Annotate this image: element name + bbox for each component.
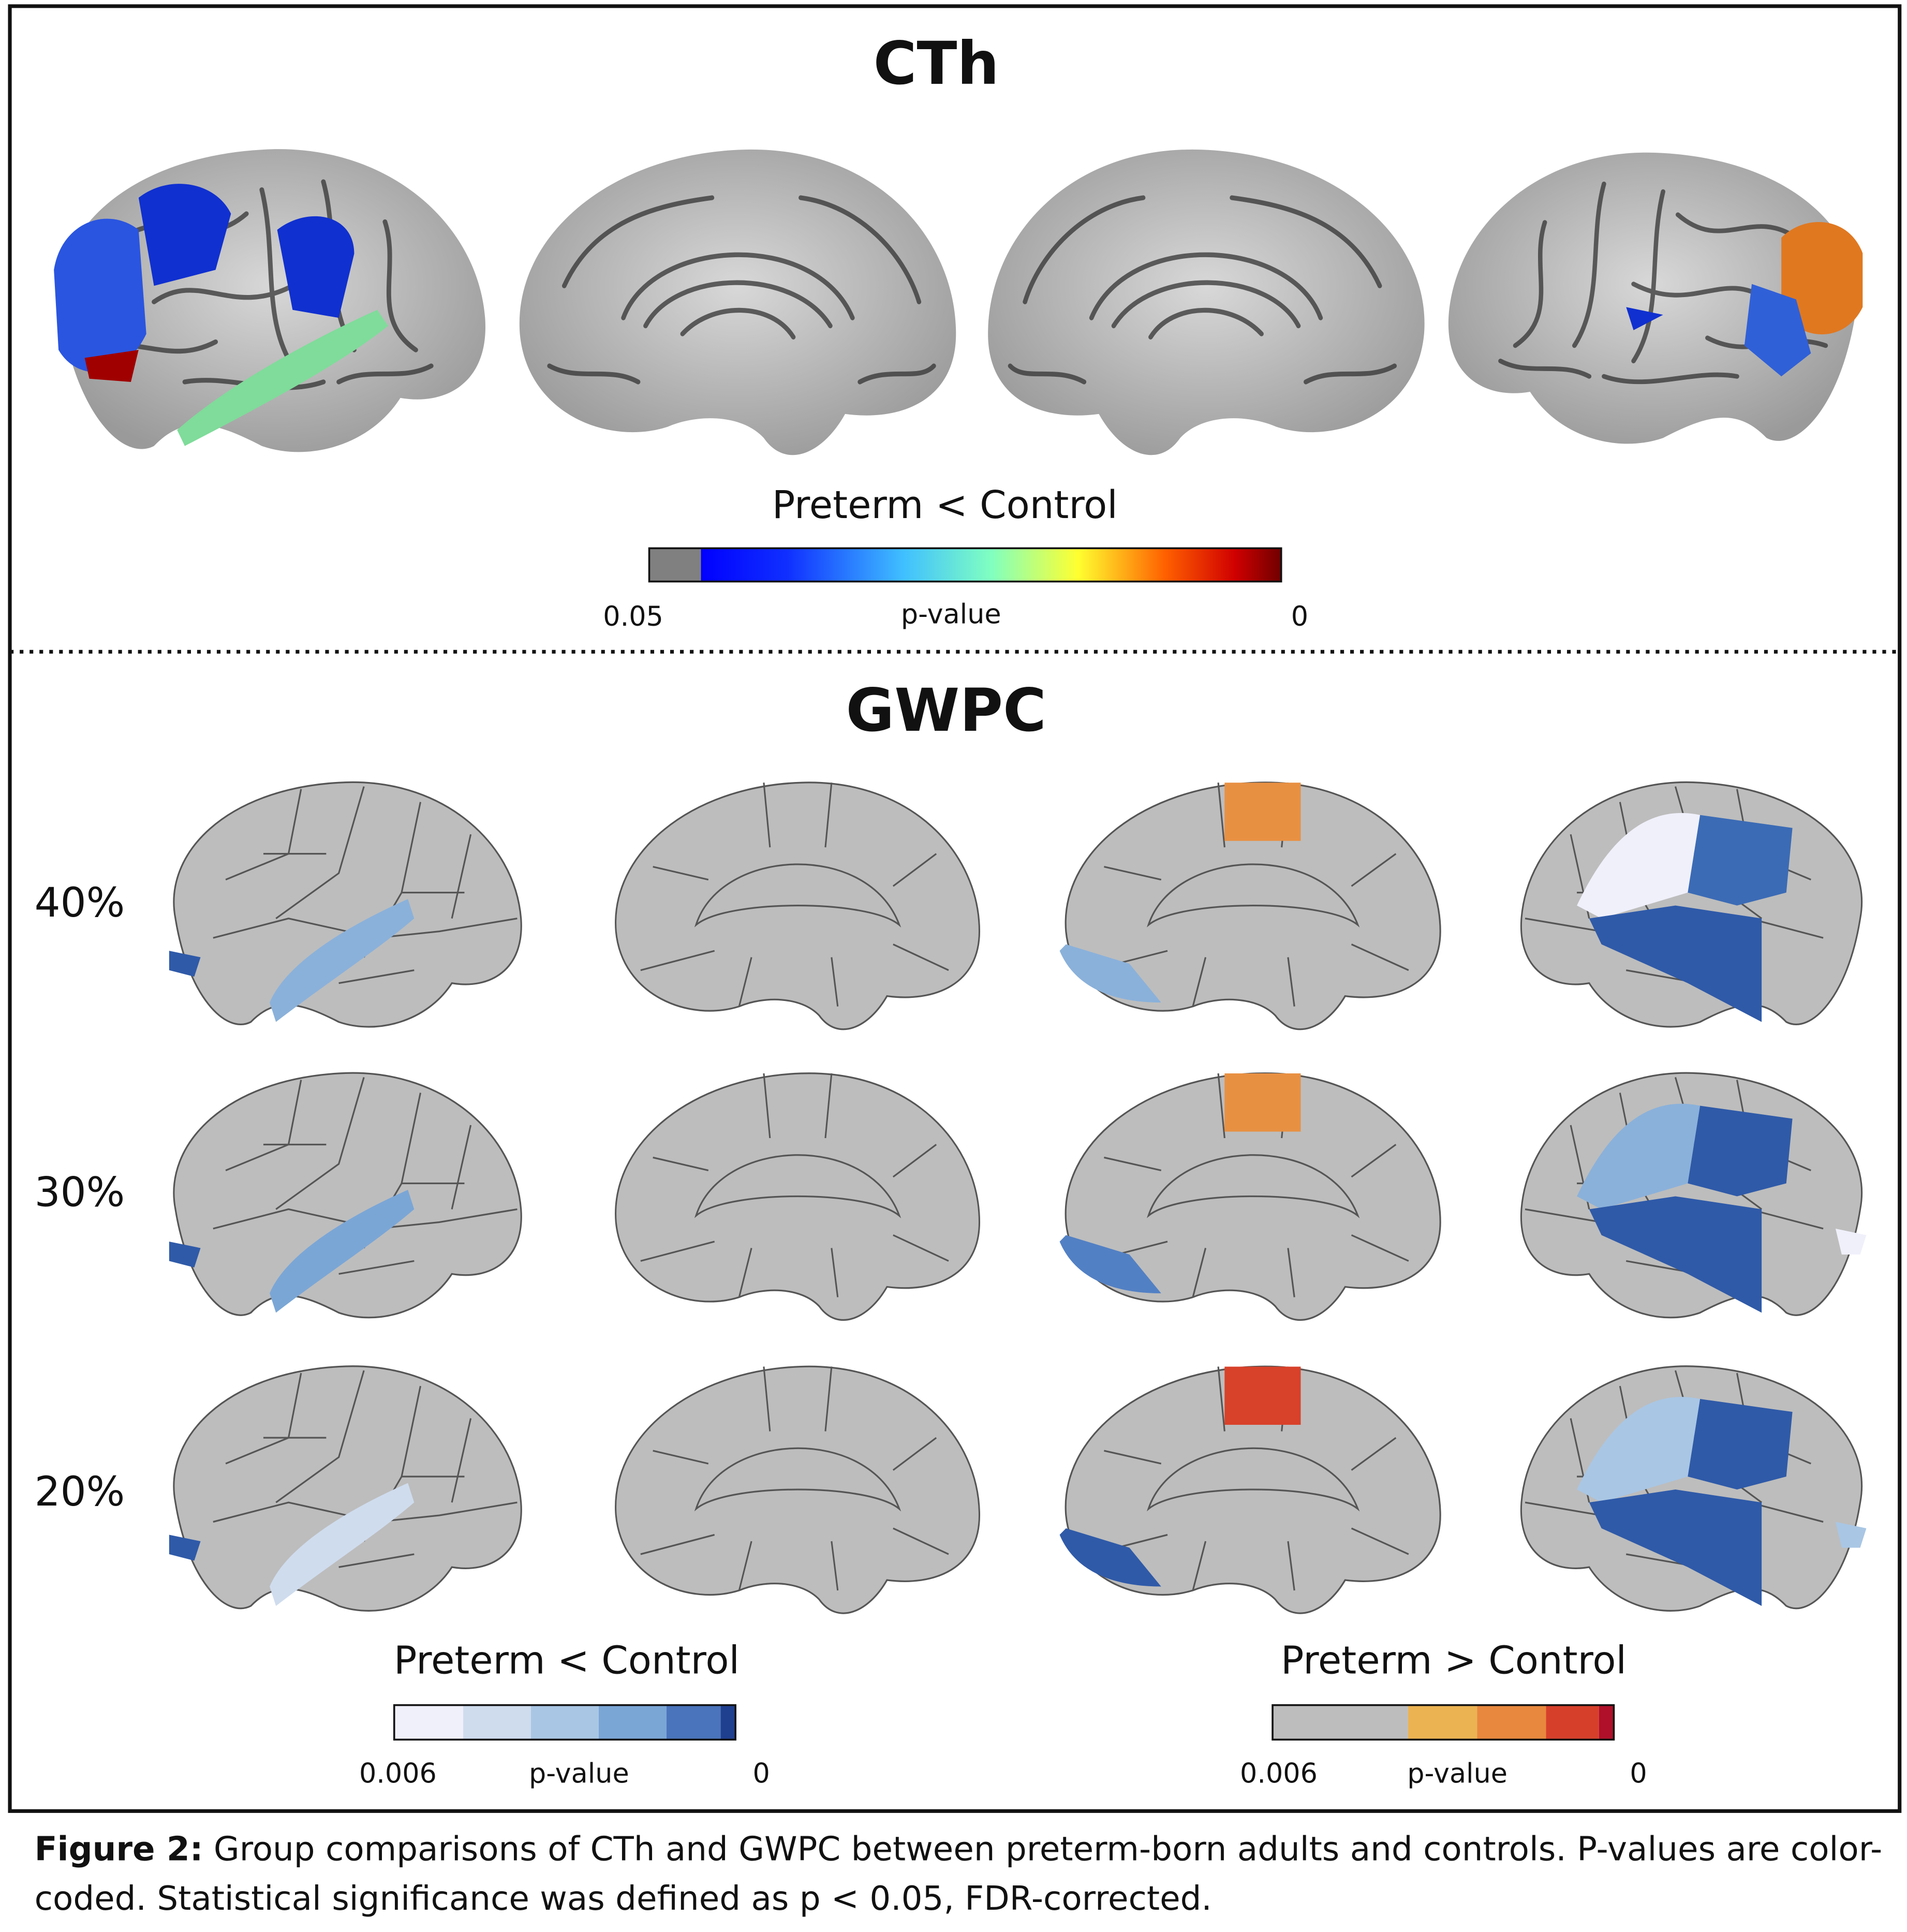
legend-axis-label: p-value — [529, 1758, 629, 1789]
row-label: 30% — [35, 1169, 125, 1216]
row-label: 40% — [35, 879, 125, 926]
caption: Figure 2: Group comparisons of CTh and G… — [35, 1826, 1883, 1924]
legend-axis-label: p-value — [901, 598, 1001, 630]
legend-max-label: 0 — [1291, 601, 1308, 632]
gwpc-row — [169, 781, 1863, 1030]
legend-min-label: 0.006 — [359, 1758, 437, 1789]
cth-brain-lateral-right — [1448, 152, 1863, 444]
panel-title: GWPC — [846, 676, 1046, 745]
cth-brain-medial-left — [519, 149, 956, 455]
colorbar — [393, 1704, 736, 1741]
legend-title: Preterm < Control — [394, 1639, 740, 1683]
gwpc-row — [169, 1072, 1867, 1321]
legend-max-label: 0 — [752, 1758, 770, 1789]
legend-axis-label: p-value — [1407, 1758, 1507, 1789]
panel-title: CTh — [874, 29, 999, 98]
legend-min-label: 0.05 — [603, 601, 663, 632]
gwpc-brains — [169, 781, 1867, 1614]
cth-brain-medial-right — [988, 149, 1425, 455]
legend-max-label: 0 — [1630, 1758, 1647, 1789]
caption-label: Figure 2: — [34, 1831, 203, 1869]
colorbar — [648, 547, 1282, 583]
legend-title: Preterm < Control — [772, 483, 1118, 527]
caption-text: Group comparisons of CTh and GWPC betwee… — [34, 1831, 1883, 1919]
frame — [8, 4, 1902, 1813]
cth-brain-lateral-left — [54, 149, 485, 452]
legend-min-label: 0.006 — [1240, 1758, 1318, 1789]
colorbar — [1272, 1704, 1615, 1741]
row-label: 20% — [35, 1468, 125, 1515]
legend-title: Preterm > Control — [1281, 1639, 1627, 1683]
gwpc-row — [169, 1365, 1867, 1614]
figure-panels: CTh Preterm < Control 0.05 p-value 0 GWP… — [8, 4, 1902, 1813]
